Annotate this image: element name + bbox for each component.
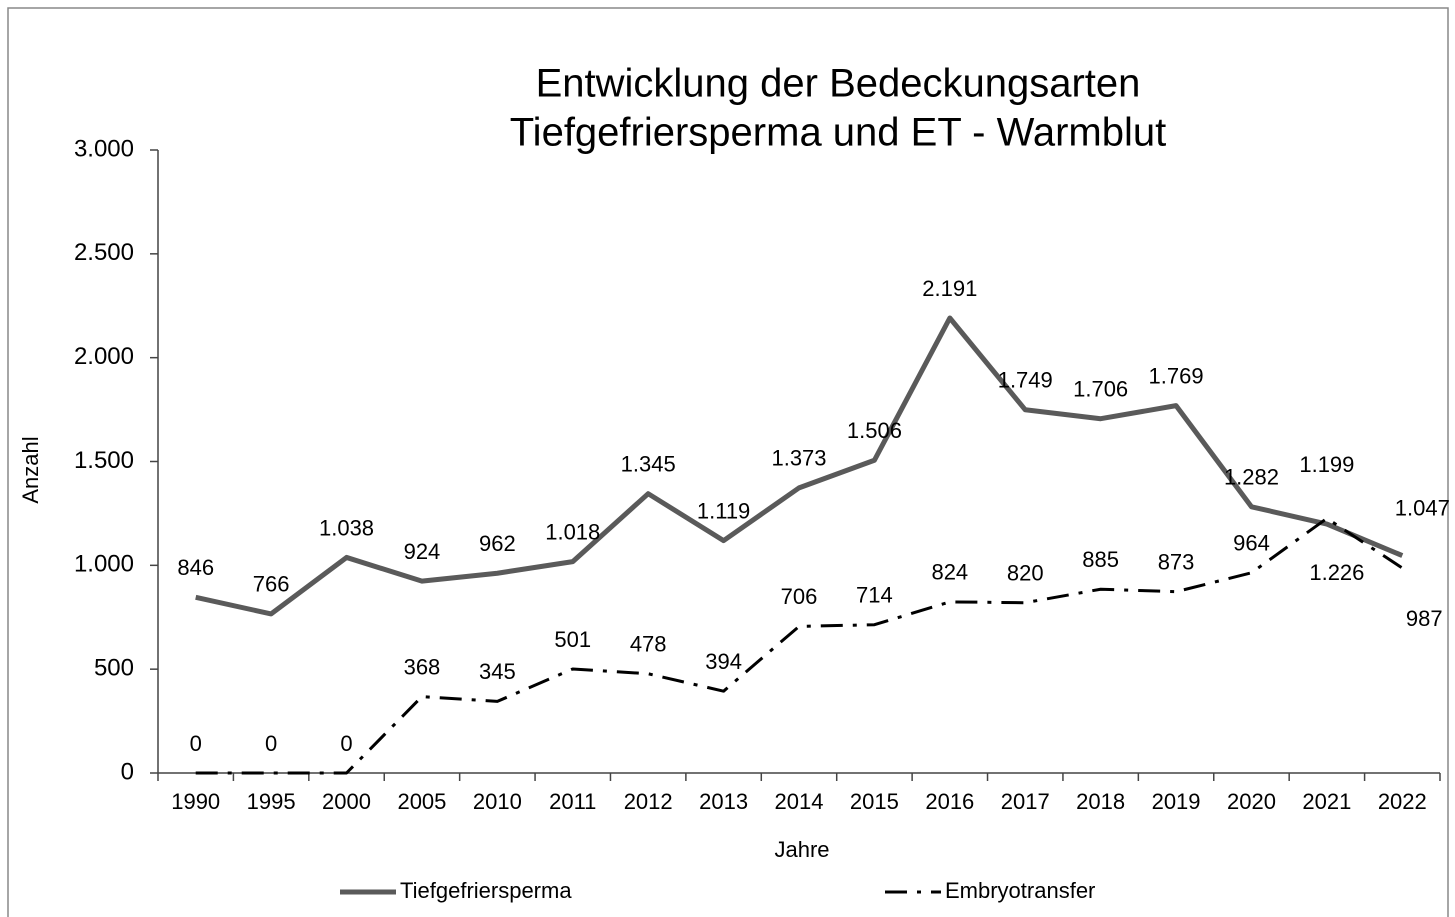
data-label: 706 xyxy=(781,584,818,609)
y-tick-label: 1.500 xyxy=(74,447,134,474)
series-line xyxy=(195,516,1404,775)
legend-label: Embryotransfer xyxy=(945,878,1095,903)
data-label: 0 xyxy=(340,731,352,756)
x-tick-label: 2013 xyxy=(699,789,748,814)
data-label: 501 xyxy=(554,627,591,652)
x-tick-label: 2021 xyxy=(1302,789,1351,814)
x-tick-label: 2016 xyxy=(925,789,974,814)
data-label: 2.191 xyxy=(922,276,977,301)
frame xyxy=(7,7,1449,917)
y-axis-label: Anzahl xyxy=(18,436,43,503)
data-label: 846 xyxy=(177,555,214,580)
x-tick-label: 2015 xyxy=(850,789,899,814)
y-tick-label: 1.000 xyxy=(74,551,134,578)
x-tick-label: 2005 xyxy=(397,789,446,814)
data-label: 1.047 xyxy=(1395,495,1450,520)
x-tick-label: 2022 xyxy=(1378,789,1427,814)
y-tick-label: 3.000 xyxy=(74,135,134,162)
data-label: 987 xyxy=(1406,606,1443,631)
data-label: 824 xyxy=(931,560,968,585)
x-tick-label: 2020 xyxy=(1227,789,1276,814)
data-label: 766 xyxy=(253,572,290,597)
data-label: 1.749 xyxy=(998,368,1053,393)
data-label: 1.018 xyxy=(545,519,600,544)
y-tick-label: 500 xyxy=(94,655,134,682)
data-label: 1.119 xyxy=(697,498,750,523)
x-tick-label: 2012 xyxy=(624,789,673,814)
x-tick-label: 2011 xyxy=(549,789,596,814)
data-label: 962 xyxy=(479,531,516,556)
chart-title: Entwicklung der Bedeckungsarten xyxy=(536,62,1141,106)
data-label: 0 xyxy=(265,731,277,756)
data-label: 1.199 xyxy=(1299,452,1354,477)
y-tick-label: 2.500 xyxy=(74,239,134,266)
data-label: 478 xyxy=(630,632,667,657)
data-label: 714 xyxy=(856,583,893,608)
x-tick-label: 2019 xyxy=(1152,789,1201,814)
data-label: 1.345 xyxy=(621,452,676,477)
legend-label: Tiefgefriersperma xyxy=(400,878,572,903)
data-label: 873 xyxy=(1158,550,1195,575)
x-tick-label: 2000 xyxy=(322,789,371,814)
data-label: 0 xyxy=(190,731,202,756)
x-tick-label: 2017 xyxy=(1001,789,1050,814)
y-tick-label: 0 xyxy=(121,758,134,785)
data-label: 885 xyxy=(1082,547,1119,572)
data-label: 1.226 xyxy=(1309,560,1364,585)
series-line xyxy=(195,315,1404,617)
data-label: 820 xyxy=(1007,561,1044,586)
y-tick-label: 2.000 xyxy=(74,343,134,370)
x-tick-label: 2018 xyxy=(1076,789,1125,814)
data-label: 1.373 xyxy=(771,446,826,471)
data-label: 1.282 xyxy=(1224,465,1279,490)
x-tick-label: 2010 xyxy=(473,789,522,814)
data-label: 1.506 xyxy=(847,418,902,443)
data-label: 345 xyxy=(479,659,516,684)
x-tick-label: 1995 xyxy=(247,789,296,814)
x-tick-label: 1990 xyxy=(171,789,220,814)
data-label: 1.706 xyxy=(1073,377,1128,402)
data-label: 964 xyxy=(1233,531,1270,556)
x-axis-label: Jahre xyxy=(774,837,829,862)
chart-title: Tiefgefriersperma und ET - Warmblut xyxy=(510,111,1167,155)
x-tick-label: 2014 xyxy=(775,789,824,814)
data-label: 924 xyxy=(404,539,441,564)
data-label: 1.038 xyxy=(319,515,374,540)
data-label: 368 xyxy=(404,654,441,679)
data-label: 1.769 xyxy=(1149,363,1204,388)
data-label: 394 xyxy=(705,649,742,674)
